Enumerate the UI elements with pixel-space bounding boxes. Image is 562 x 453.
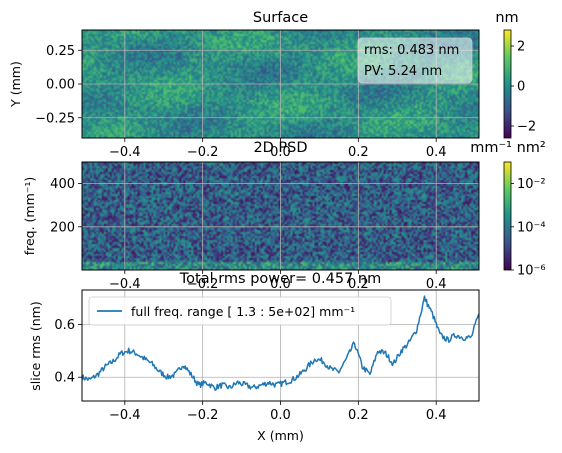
colorbar-tick-label: 10⁻² (517, 177, 546, 192)
x-tick-label: 0.2 (348, 277, 369, 292)
x-tick-label: −0.4 (109, 277, 141, 292)
pv-annotation: PV: 5.24 nm (364, 64, 442, 79)
x-tick-label: −0.4 (109, 408, 141, 423)
psd-x-ticks: −0.4 −0.2 0.0 0.2 0.4 (109, 270, 447, 292)
y-tick-label: 0.00 (46, 78, 75, 93)
x-tick-label: −0.2 (187, 408, 219, 423)
surface-stats-box: rms: 0.483 nm PV: 5.24 nm (357, 37, 473, 84)
psd-colorbar (503, 161, 512, 271)
rms-series-line (82, 295, 479, 391)
y-tick-label: −0.25 (35, 111, 75, 126)
x-tick-label: 0.4 (426, 145, 447, 160)
x-tick-label: −0.2 (187, 277, 219, 292)
x-tick-label: 0.0 (270, 277, 291, 292)
x-tick-label: 0.0 (270, 408, 291, 423)
y-tick-label: 0.6 (54, 318, 75, 333)
rms-xlabel: X (mm) (257, 428, 304, 443)
colorbar-tick-label: 10⁻⁴ (517, 220, 546, 235)
legend-label: full freq. range [ 1.3 : 5e+02] mm⁻¹ (131, 304, 355, 319)
colorbar-tick-label: 0 (517, 80, 525, 95)
x-tick-label: −0.4 (109, 145, 141, 160)
y-tick-label: 0.4 (54, 371, 75, 386)
psd-colorbar-title: mm⁻¹ nm² (470, 140, 545, 156)
psd-y-ticks: 400 200 (50, 177, 82, 235)
rms-x-ticks: −0.4 −0.2 0.0 0.2 0.4 (109, 401, 447, 423)
colorbar-tick-label: 2 (517, 40, 525, 55)
surface-y-ticks: 0.25 0.00 −0.25 (35, 44, 82, 126)
surface-colorbar (503, 29, 512, 139)
x-tick-label: 0.0 (270, 145, 291, 160)
x-tick-label: 0.2 (348, 145, 369, 160)
y-tick-label: 200 (50, 220, 75, 235)
surface-title: Surface (253, 10, 308, 26)
rms-y-ticks: 0.6 0.4 (54, 318, 82, 386)
rms-legend: full freq. range [ 1.3 : 5e+02] mm⁻¹ (88, 296, 392, 326)
psd-colorbar-ticks: 10⁻² 10⁻⁴ 10⁻⁶ (511, 177, 546, 279)
surface-panel: Surface −0.4 −0.2 0.0 0.2 0.4 0.250.00−0.25 … (8, 10, 536, 160)
y-tick-label: 0.25 (46, 44, 75, 59)
surface-ylabel: Y (mm) (8, 61, 23, 108)
legend-frame (88, 296, 392, 326)
x-tick-label: −0.2 (187, 145, 219, 160)
surface-x-ticks: −0.4 −0.2 0.0 0.2 0.4 (109, 138, 447, 160)
surface-colorbar-ticks: 2 0 −2 (511, 40, 536, 135)
surface-colorbar-title: nm (495, 10, 518, 26)
stats-box-bg (357, 37, 473, 84)
rms-title: Total rms power= 0.457 nm (179, 271, 381, 287)
psd-grid (82, 162, 479, 270)
psd-panel: 2D PSD −0.4 −0.2 0.0 0.2 0.4 400 200 freq. (m… (22, 140, 546, 292)
colorbar-tick-label: −2 (517, 120, 536, 135)
psd-ylabel: freq. (mm⁻¹) (22, 177, 37, 256)
x-tick-label: 0.2 (348, 408, 369, 423)
colorbar-tick-label: 10⁻⁶ (517, 264, 546, 279)
y-tick-label: 400 (50, 177, 75, 192)
rms-annotation: rms: 0.483 nm (364, 43, 459, 58)
rms-ylabel: slice rms (nm) (28, 301, 43, 390)
psd-title: 2D PSD (253, 140, 307, 156)
x-tick-label: 0.4 (426, 277, 447, 292)
rms-panel: Total rms power= 0.457 nm −0.4 −0.2 0.0 0.2… (28, 271, 480, 443)
x-tick-label: 0.4 (426, 408, 447, 423)
